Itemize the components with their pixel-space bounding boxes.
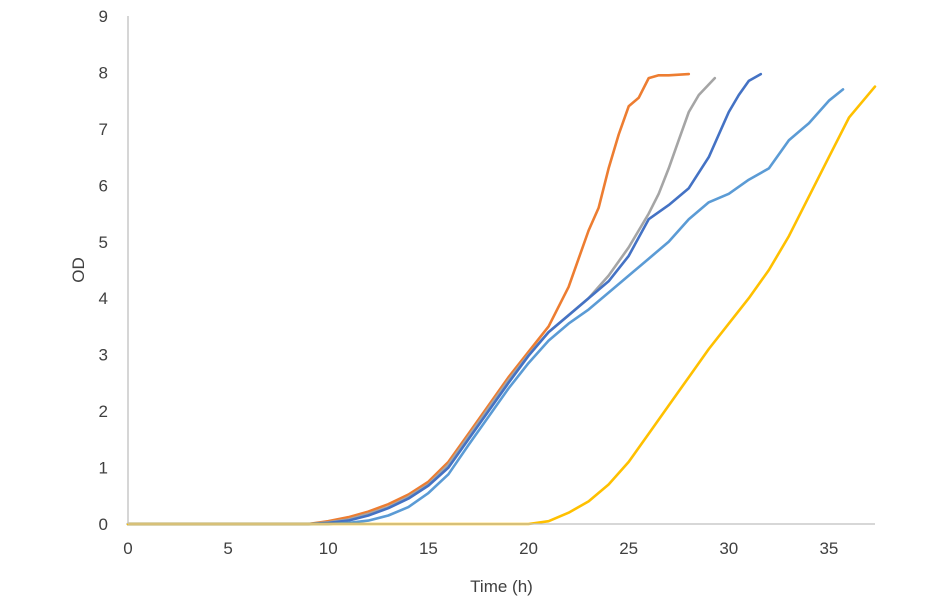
- x-axis-title: Time (h): [470, 577, 533, 596]
- y-tick-label: 5: [99, 233, 108, 252]
- x-tick-label: 20: [519, 539, 538, 558]
- series-line-5: [126, 85, 877, 526]
- y-tick-label: 2: [99, 402, 108, 421]
- x-tick-labels: 0 5 10 15 20 25 30 35: [123, 539, 838, 558]
- x-tick-label: 0: [123, 539, 132, 558]
- x-tick-label: 10: [319, 539, 338, 558]
- y-tick-label: 8: [99, 63, 108, 82]
- series-line-1: [126, 72, 691, 526]
- y-tick-labels: 0 1 2 3 4 5 6 7 8 9: [99, 7, 108, 534]
- x-tick-label: 25: [619, 539, 638, 558]
- y-tick-label: 9: [99, 7, 108, 26]
- y-tick-label: 1: [99, 459, 108, 478]
- x-tick-label: 5: [223, 539, 232, 558]
- x-tick-label: 30: [719, 539, 738, 558]
- x-tick-label: 35: [819, 539, 838, 558]
- y-tick-label: 3: [99, 346, 108, 365]
- y-axis-title: OD: [69, 257, 88, 283]
- series-line-2: [126, 76, 717, 526]
- x-tick-label: 15: [419, 539, 438, 558]
- y-tick-label: 6: [99, 176, 108, 195]
- y-tick-label: 7: [99, 120, 108, 139]
- y-tick-label: 0: [99, 515, 108, 534]
- series-line-3: [126, 72, 763, 526]
- series-line-4: [126, 88, 845, 526]
- series-layer: [126, 72, 877, 526]
- y-tick-label: 4: [99, 289, 108, 308]
